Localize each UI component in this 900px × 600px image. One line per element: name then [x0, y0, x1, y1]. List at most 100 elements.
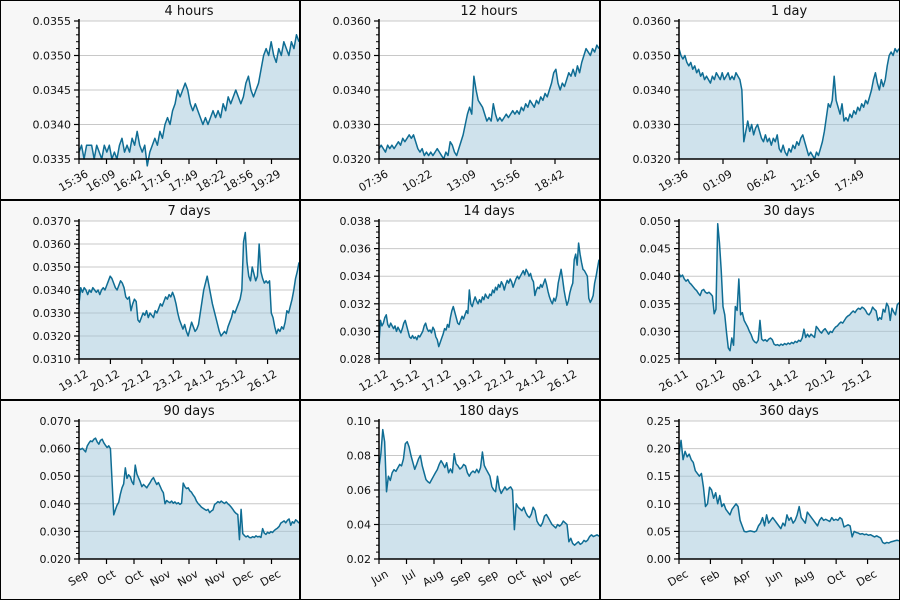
y-tick-label: 0.0360: [633, 15, 672, 28]
x-tick-label: 16:42: [112, 167, 146, 194]
x-tick-label: Oct: [95, 567, 119, 588]
y-tick-label: 0.0310: [33, 353, 72, 366]
x-tick-label: Jun: [763, 567, 785, 587]
y-tick-label: 0.0345: [33, 84, 72, 97]
x-tick-label: 17.12: [420, 367, 454, 394]
x-tick-label: 24.12: [514, 367, 548, 394]
x-tick-label: 23.12: [151, 367, 185, 394]
chart-svg: 0.0370 0.0360 0.0350 0.0340 0.0330 0.0320 0.03…: [33, 204, 299, 394]
x-tick-label: Dec: [666, 567, 691, 589]
x-tick-label: 18:22: [194, 167, 228, 194]
y-tick-label: 0.0320: [33, 330, 72, 343]
chart-title: 4 hours: [165, 4, 214, 19]
x-tick-label: 22.12: [482, 367, 516, 394]
x-tick-label: 18:56: [222, 167, 256, 194]
x-tick-label: 26.11: [657, 367, 691, 394]
y-tick-label: 0.0320: [333, 153, 372, 166]
x-tick-label: 10:22: [401, 167, 435, 194]
y-tick-label: 0.0330: [333, 119, 372, 132]
price-area: [679, 440, 899, 559]
chart-svg: 0.0355 0.0350 0.0345 0.0340 0.033515:3616:09…: [33, 4, 299, 194]
price-line: [78, 231, 299, 337]
chart-title: 90 days: [163, 404, 215, 419]
x-tick-label: 19:36: [657, 167, 691, 194]
price-area: [79, 232, 299, 359]
y-tick-label: 0.060: [40, 443, 72, 456]
x-tick-label: 12.12: [357, 367, 391, 394]
price-area: [679, 48, 899, 159]
y-tick-label: 0.0320: [633, 153, 672, 166]
chart-title: 12 hours: [460, 4, 517, 19]
chart-title: 360 days: [759, 404, 819, 419]
x-tick-label: 19:29: [249, 167, 283, 194]
y-tick-label: 0.030: [340, 325, 372, 338]
chart-panel-12-hours: 0.0360 0.0350 0.0340 0.0330 0.0320 07:36 10:22…: [300, 0, 600, 200]
x-tick-label: 07:36: [357, 167, 391, 194]
x-tick-label: 15:36: [57, 167, 91, 194]
y-tick-label: 0.045: [640, 243, 672, 256]
x-tick-label: Aug: [420, 567, 445, 589]
y-tick-label: 0.0350: [33, 261, 72, 274]
price-area: [379, 45, 599, 159]
y-tick-label: 0.20: [647, 443, 672, 456]
y-tick-label: 0.035: [640, 298, 672, 311]
chart-panel-30-days: 0.050 0.045 0.040 0.035 0.030 0.025 26.11 02.12…: [600, 200, 900, 400]
y-tick-label: 0.050: [40, 470, 72, 483]
chart-title: 1 day: [771, 4, 808, 19]
x-tick-label: 02.12: [693, 367, 727, 394]
price-line: [678, 439, 899, 545]
y-tick-label: 0.038: [340, 215, 372, 228]
x-tick-label: 26.12: [545, 367, 579, 394]
price-area: [379, 429, 599, 559]
price-line: [78, 34, 299, 167]
y-tick-label: 0.0340: [33, 284, 72, 297]
x-tick-label: 25.12: [214, 367, 248, 394]
y-tick-label: 0.25: [647, 415, 672, 428]
y-tick-label: 0.030: [40, 525, 72, 538]
y-tick-label: 0.0370: [33, 215, 72, 228]
x-tick-label: 19.12: [57, 367, 91, 394]
x-tick-label: Nov: [148, 567, 174, 589]
y-tick-label: 0.0330: [33, 307, 72, 320]
y-tick-label: 0.040: [40, 498, 72, 511]
x-tick-label: Oct: [825, 567, 849, 588]
x-tick-label: Jun: [368, 567, 390, 587]
chart-title: 180 days: [459, 404, 519, 419]
chart-panel-4-hours: 0.0355 0.0350 0.0345 0.0340 0.0335 15:36 16:09…: [0, 0, 300, 200]
x-tick-label: Apr: [730, 567, 753, 588]
price-area: [679, 223, 899, 359]
x-tick-label: 15.12: [388, 367, 422, 394]
y-tick-label: 0.070: [40, 415, 72, 428]
y-tick-label: 0.0360: [33, 238, 72, 251]
y-tick-label: 0.036: [340, 243, 372, 256]
x-tick-label: 13:09: [445, 167, 479, 194]
y-tick-label: 0.10: [347, 415, 372, 428]
x-tick-label: 12:16: [789, 167, 823, 194]
chart-panel-90-days: 0.070 0.060 0.050 0.040 0.030 0.020 Sep Oct Oct N…: [0, 400, 300, 600]
x-tick-label: 17:16: [139, 167, 173, 194]
y-tick-label: 0.030: [640, 325, 672, 338]
y-tick-label: 0.0350: [633, 50, 672, 63]
price-line: [378, 428, 599, 546]
x-tick-label: Feb: [699, 567, 722, 588]
x-tick-label: Sep: [449, 567, 473, 589]
y-tick-label: 0.05: [647, 525, 672, 538]
y-tick-label: 0.02: [347, 553, 372, 566]
y-tick-label: 0.0340: [333, 84, 372, 97]
x-tick-label: 20.12: [803, 367, 837, 394]
y-tick-label: 0.0340: [33, 119, 72, 132]
x-tick-label: Oct: [505, 567, 529, 588]
y-tick-label: 0.020: [40, 553, 72, 566]
y-tick-label: 0.032: [340, 298, 372, 311]
chart-panel-14-days: 0.038 0.036 0.034 0.032 0.030 0.028 12.12 15.12…: [300, 200, 600, 400]
y-tick-label: 0.0360: [333, 15, 372, 28]
chart-title: 7 days: [167, 204, 210, 219]
x-tick-label: 01:09: [701, 167, 735, 194]
x-tick-label: Dec: [231, 567, 256, 589]
x-tick-label: Dec: [258, 567, 283, 589]
